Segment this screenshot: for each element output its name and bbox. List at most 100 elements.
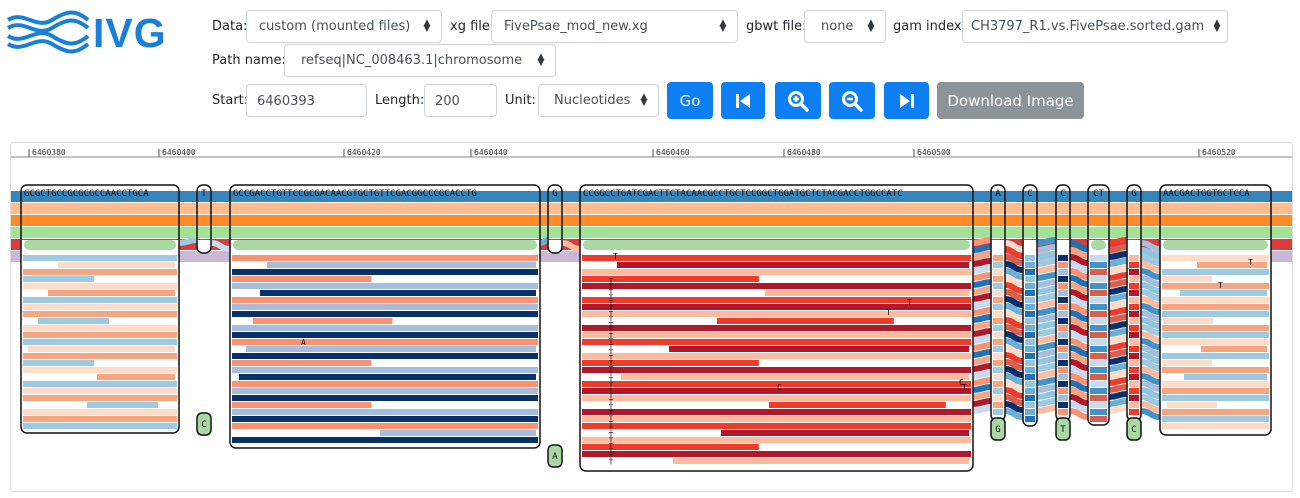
read-ribbon xyxy=(1036,405,1057,414)
step-forward-button[interactable] xyxy=(884,82,929,119)
graph-visualization[interactable]: 6460380 6460400 6460420 6460440 6460460 64604… xyxy=(10,142,1293,492)
gbwt-file-select[interactable]: none ▲ ▼ xyxy=(804,10,886,43)
read-ribbon xyxy=(1004,261,1024,273)
node-sequence-label: A xyxy=(995,189,1001,199)
step-back-button[interactable] xyxy=(721,82,765,119)
read-ribbon xyxy=(972,384,992,393)
read-ribbon xyxy=(1004,289,1024,301)
read-mismatch-mark: C xyxy=(959,378,964,387)
read-stripe xyxy=(23,360,95,366)
read-stripe xyxy=(232,269,538,275)
read-stripe xyxy=(1129,290,1139,296)
read-ribbon xyxy=(1069,387,1089,399)
read-ribbon xyxy=(972,237,992,246)
read-stripe xyxy=(769,402,946,408)
read-ribbon xyxy=(1036,377,1057,386)
read-ribbon xyxy=(1036,244,1057,253)
read-ribbon xyxy=(1140,373,1161,385)
read-ribbon xyxy=(972,293,992,302)
read-stripe xyxy=(1090,297,1107,303)
read-stripe xyxy=(1058,402,1068,408)
read-stripe xyxy=(1025,269,1035,275)
data-select[interactable]: custom (mounted files) ▲ ▼ xyxy=(246,10,442,43)
read-stripe xyxy=(1129,360,1139,366)
read-ribbon xyxy=(1069,366,1089,378)
download-image-button[interactable]: Download Image xyxy=(937,82,1084,119)
read-stripe xyxy=(232,311,538,317)
read-ribbon xyxy=(1140,345,1161,357)
read-stripe xyxy=(993,262,1003,268)
read-ribbon xyxy=(1004,282,1024,294)
read-stripe xyxy=(1025,283,1035,289)
read-stripe xyxy=(1167,402,1217,408)
read-ribbon xyxy=(1140,275,1161,287)
go-button[interactable]: Go xyxy=(667,82,713,119)
read-ribbon xyxy=(1108,405,1128,414)
haplotype-band xyxy=(24,240,176,250)
start-input[interactable]: 6460393 xyxy=(246,84,367,117)
node-sequence-label: G xyxy=(552,189,557,199)
read-ribbon xyxy=(1004,310,1024,322)
read-ribbon xyxy=(1069,310,1089,322)
read-stripe xyxy=(1058,269,1068,275)
gam-index-select[interactable]: CH3797_R1.vs.FivePsae.sorted.gam ▲ ▼ xyxy=(962,10,1228,43)
read-ribbon xyxy=(1036,314,1057,323)
xg-file-select[interactable]: FivePsae_mod_new.xg ▲ ▼ xyxy=(491,10,738,43)
read-stripe xyxy=(1058,304,1068,310)
read-stripe xyxy=(23,255,177,261)
read-ribbon xyxy=(1036,251,1057,260)
read-stripe xyxy=(1058,339,1068,345)
variant-node xyxy=(990,417,1006,441)
read-ribbon xyxy=(1108,391,1128,400)
mismatch-column-mark: T xyxy=(609,277,614,285)
read-stripe xyxy=(582,451,971,457)
read-stripe xyxy=(1025,290,1035,296)
read-stripe xyxy=(23,388,177,394)
mismatch-column-mark: T xyxy=(609,459,614,467)
read-stripe xyxy=(582,276,759,282)
read-stripe xyxy=(582,395,971,401)
read-stripe xyxy=(48,290,175,296)
read-stripe xyxy=(582,367,971,373)
read-ribbon xyxy=(1036,293,1057,302)
path-name-label: Path name: xyxy=(212,53,286,68)
read-stripe xyxy=(260,290,536,296)
length-input[interactable]: 200 xyxy=(424,84,497,117)
select-caret-icon: ▲ ▼ xyxy=(423,18,431,34)
read-stripe xyxy=(1058,318,1068,324)
read-stripe xyxy=(1129,367,1139,373)
read-stripe xyxy=(1058,381,1068,387)
read-stripe xyxy=(232,304,538,310)
select-caret-icon: ▲ ▼ xyxy=(867,18,875,34)
read-stripe xyxy=(582,353,971,359)
read-stripe xyxy=(1058,374,1068,380)
zoom-in-button[interactable] xyxy=(775,82,821,119)
read-ribbon xyxy=(1004,345,1024,357)
skip-forward-icon xyxy=(899,93,914,108)
read-ribbon xyxy=(1108,321,1128,330)
read-ribbon xyxy=(1069,352,1089,364)
unit-select[interactable]: Nucleotides ▲ ▼ xyxy=(538,84,659,117)
read-ribbon xyxy=(1108,244,1128,253)
read-ribbon xyxy=(1004,408,1024,420)
read-stripe xyxy=(232,409,538,415)
haplotype-band xyxy=(1163,240,1268,250)
read-ribbon xyxy=(1036,384,1057,393)
node-sequence-label: G xyxy=(1131,189,1136,199)
read-stripe xyxy=(232,388,538,394)
length-label: Length: xyxy=(375,93,425,108)
path-name-select[interactable]: refseq|NC_008463.1|chromosome ▲ ▼ xyxy=(284,44,556,77)
read-ribbon xyxy=(972,279,992,288)
tube-map-canvas[interactable]: 6460380 6460400 6460420 6460440 6460460 64604… xyxy=(11,143,1293,492)
read-stripe xyxy=(1025,402,1035,408)
read-stripe xyxy=(1025,388,1035,394)
read-stripe xyxy=(1090,318,1107,324)
read-stripe xyxy=(1162,388,1269,394)
read-stripe xyxy=(239,374,536,380)
read-stripe xyxy=(23,409,177,415)
zoom-out-button[interactable] xyxy=(829,82,875,119)
mismatch-column-mark: T xyxy=(609,294,614,302)
read-ribbon xyxy=(1140,408,1161,420)
read-ribbon xyxy=(1108,279,1128,288)
read-stripe xyxy=(1184,374,1267,380)
